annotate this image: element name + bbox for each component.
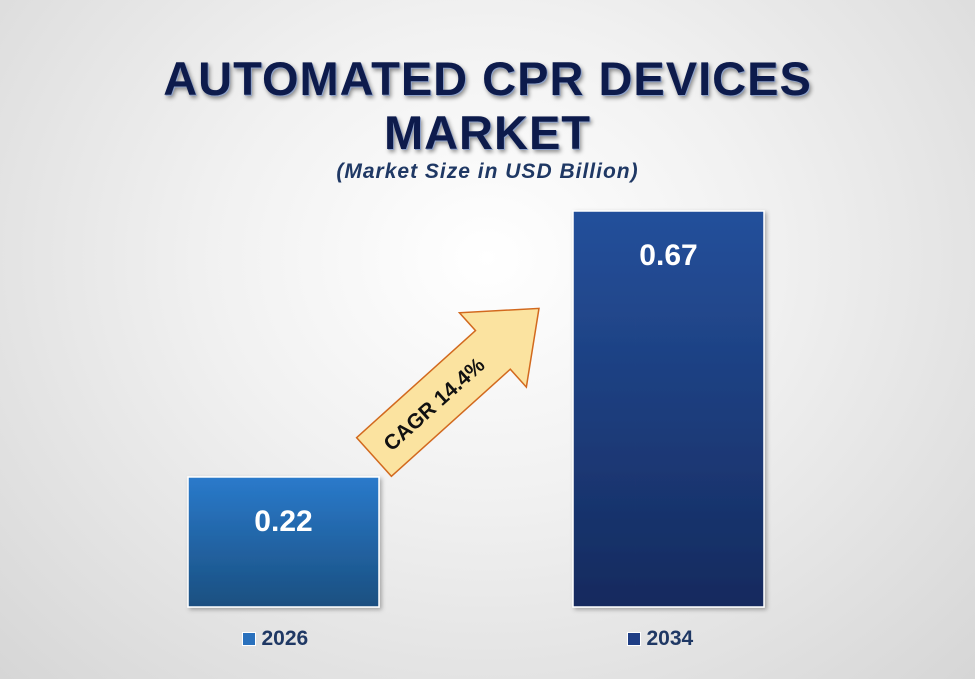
legend-item-2026: 2026 bbox=[241, 626, 309, 652]
bar-2034 bbox=[572, 210, 765, 608]
chart-title-line-2: MARKET bbox=[383, 106, 592, 159]
legend-item-2034: 2034 bbox=[626, 626, 694, 652]
legend-label-2034: 2034 bbox=[646, 627, 694, 650]
legend-swatch-2026 bbox=[241, 632, 256, 646]
chart-title-line-1: AUTOMATED CPR DEVICES bbox=[163, 52, 812, 105]
cagr-arrow: CAGR 14.4% bbox=[355, 307, 540, 478]
chart-title: AUTOMATED CPR DEVICES MARKET bbox=[0, 52, 975, 160]
bars: 0.22 0.67 bbox=[187, 210, 765, 608]
legend-swatch-2034 bbox=[626, 632, 641, 646]
cagr-arrow-shape bbox=[355, 307, 540, 478]
chart-subtitle: (Market Size in USD Billion) bbox=[336, 160, 639, 183]
legend-label-2026: 2026 bbox=[261, 627, 309, 650]
bar-2026 bbox=[187, 476, 380, 608]
data-label-2034: 0.67 bbox=[639, 239, 697, 272]
data-label-2026: 0.22 bbox=[254, 505, 312, 538]
